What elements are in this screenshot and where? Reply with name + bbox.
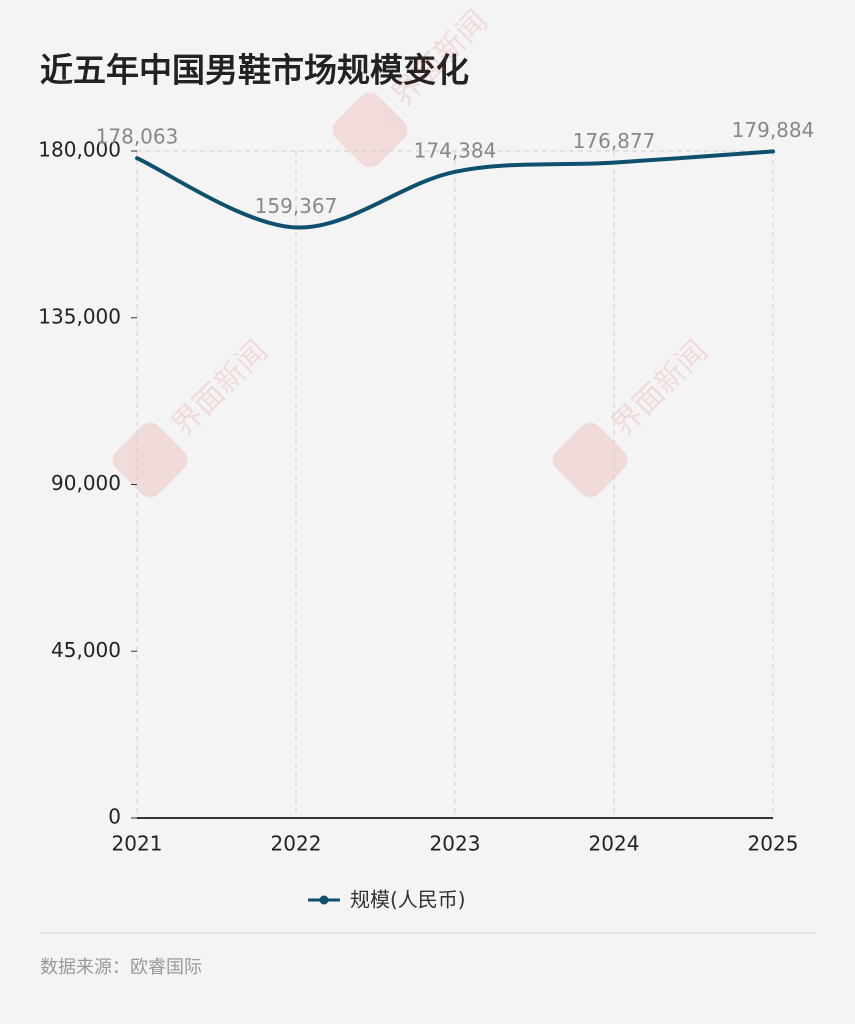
legend-label: 规模(人民币): [350, 888, 466, 912]
value-label: 159,367: [255, 194, 338, 218]
x-tick-label: 2024: [589, 832, 640, 856]
y-tick-label: 135,000: [38, 304, 121, 328]
legend-marker: [319, 895, 329, 905]
y-tick-label: 90,000: [51, 471, 121, 495]
x-tick-label: 2025: [748, 832, 799, 856]
watermark-logo: [552, 422, 628, 498]
value-label: 178,063: [96, 125, 179, 149]
y-tick-label: 0: [108, 805, 121, 829]
x-tick-label: 2022: [271, 832, 322, 856]
watermark-logo: [332, 92, 408, 168]
y-tick-label: 180,000: [38, 138, 121, 162]
value-label: 176,877: [573, 129, 656, 153]
x-tick-label: 2023: [430, 832, 481, 856]
y-tick-label: 45,000: [51, 638, 121, 662]
value-label: 174,384: [414, 138, 497, 162]
watermark-logo: [112, 422, 188, 498]
source: 数据来源：欧睿国际: [40, 957, 202, 978]
chart-title: 近五年中国男鞋市场规模变化: [40, 51, 469, 90]
x-tick-label: 2021: [112, 832, 163, 856]
line: [135, 149, 775, 230]
value-label: 179,884: [732, 118, 815, 142]
